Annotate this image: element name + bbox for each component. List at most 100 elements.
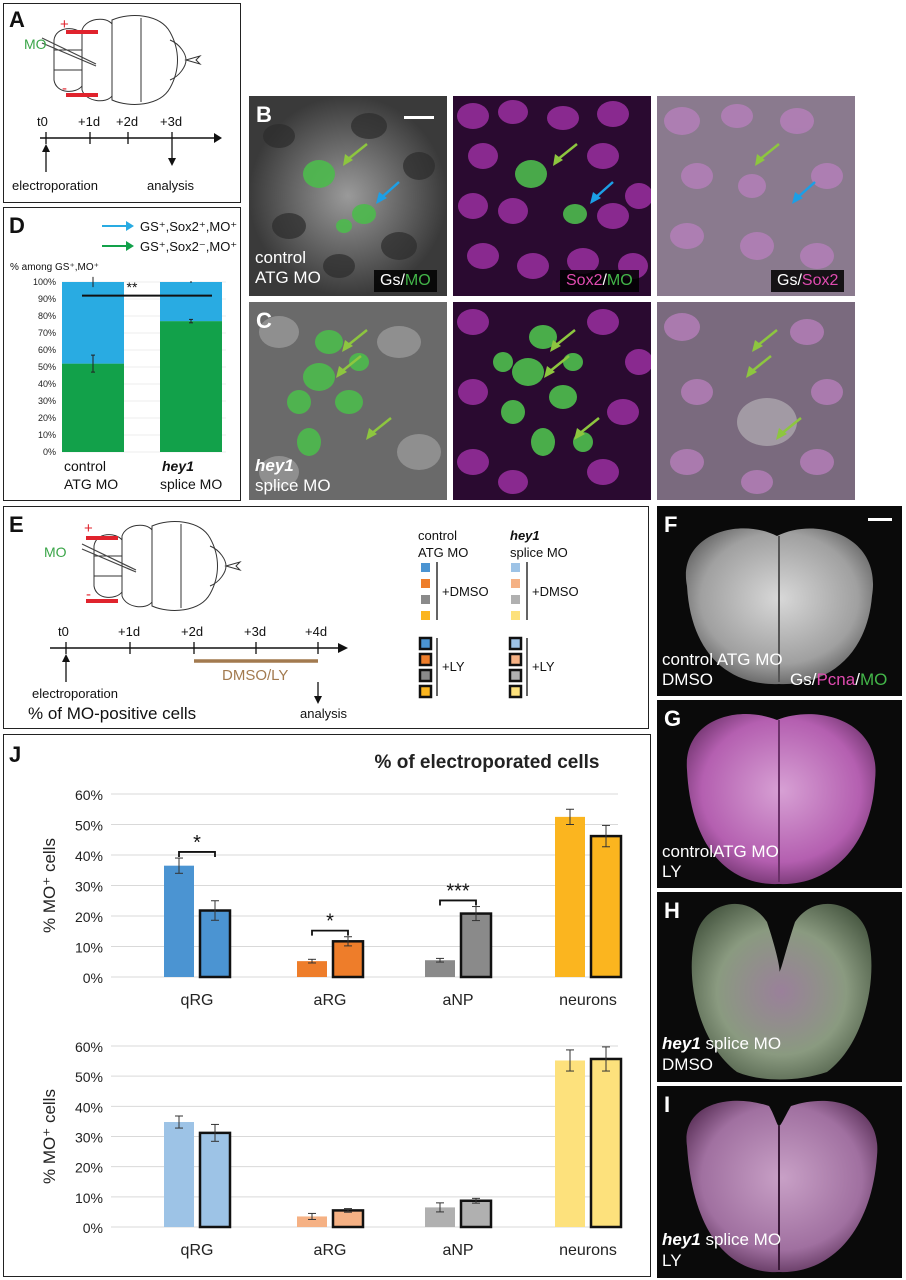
brain-schematic-a	[41, 15, 202, 105]
channel-b3: Gs/Sox2	[771, 270, 845, 292]
chan-sox2: Sox2	[801, 272, 839, 289]
category-label-j-top: neurons	[559, 992, 617, 1009]
brain-schematic-e	[81, 521, 242, 611]
timeline-e-3d: +3d	[244, 624, 267, 639]
y-tick-label-j-top: 0%	[83, 970, 103, 986]
bar-d-sox2neg	[160, 321, 222, 452]
bar-j-ly-bottom	[459, 1199, 493, 1229]
bar-j-dmso-top	[555, 816, 585, 977]
panel-e	[3, 506, 649, 729]
micrograph-c3	[657, 302, 855, 500]
y-tick-label-j-bottom: 20%	[75, 1160, 103, 1176]
mo-label-a: MO	[24, 36, 47, 52]
legend-e-ctrl-1: control	[418, 528, 458, 543]
scale-bar-b	[404, 116, 434, 119]
chan-mo: MO	[859, 670, 888, 689]
bar-d-sox2neg	[62, 363, 124, 452]
wholemount-i	[657, 1086, 902, 1278]
y-tick-label-d: 80%	[38, 311, 56, 321]
chan-mo: MO	[404, 272, 431, 289]
y-tick-label-d: 100%	[33, 277, 56, 287]
timeline-a-t0: t0	[37, 114, 48, 129]
electroporation-a: electroporation	[12, 178, 98, 193]
chan-gs: Gs	[777, 272, 798, 289]
chart-d: 100% 90% 80% 70% 60% 50% 40% 30% 20% 10% 0% **	[33, 276, 226, 457]
legend-e-hey1-dmso: +DMSO	[532, 584, 579, 599]
analysis-a: analysis	[147, 178, 194, 193]
y-tick-label-j-bottom: 30%	[75, 1130, 103, 1146]
bar-j-dmso-bottom	[297, 1216, 327, 1227]
y-tick-label-j-top: 50%	[75, 818, 103, 834]
panel-label-j: J	[9, 742, 22, 767]
timeline-e	[50, 642, 348, 704]
timeline-a-2d: +2d	[116, 114, 139, 129]
panel-label-c: C	[256, 308, 272, 333]
wm-h-mo: splice MO	[700, 1034, 782, 1053]
bar-j-dmso-bottom	[555, 1060, 585, 1227]
wm-h-1: hey1 splice MO	[662, 1034, 781, 1054]
y-tick-label-d: 0%	[43, 447, 56, 457]
category-label-j-bottom: aRG	[314, 1242, 347, 1259]
cat-d-hey1-2: splice MO	[160, 476, 223, 492]
timeline-a-1d: +1d	[78, 114, 101, 129]
condition-b-1: control	[255, 248, 307, 267]
category-label-j-top: qRG	[181, 992, 214, 1009]
y-tick-label-j-top: 40%	[75, 848, 103, 864]
sig-label-j-top: *	[326, 911, 334, 933]
channel-b1: Gs/MO	[374, 270, 437, 292]
timeline-a	[40, 132, 222, 172]
panel-label-g: G	[664, 706, 682, 731]
micrograph-c2	[453, 302, 651, 500]
y-tick-label-j-top: 10%	[75, 940, 103, 956]
bar-j-ly-top	[198, 909, 232, 979]
legend-d-0: GS⁺,Sox2⁺,MO⁺	[140, 219, 238, 234]
bar-j-ly-top	[459, 912, 493, 979]
y-tick-label-d: 90%	[38, 294, 56, 304]
panel-label-a: A	[9, 7, 25, 32]
plus-e: +	[84, 520, 93, 537]
sig-label-d: **	[127, 279, 138, 295]
scale-bar-f	[868, 518, 892, 521]
condition-c-1: hey1	[255, 456, 294, 475]
bar-j-ly-bottom	[331, 1209, 365, 1229]
bar-j-ly-bottom	[198, 1131, 232, 1229]
chan-slash: /	[811, 670, 817, 689]
micrograph-b3	[657, 96, 855, 296]
ylabel-d: % among GS⁺,MO⁺	[10, 262, 99, 273]
y-tick-label-d: 70%	[38, 328, 56, 338]
category-label-j-top: aRG	[314, 992, 347, 1009]
condition-c-2: splice MO	[255, 476, 331, 495]
y-tick-label-d: 30%	[38, 396, 56, 406]
sig-label-j-top: *	[193, 832, 201, 854]
panel-label-f: F	[664, 512, 678, 537]
bar-j-ly-top	[331, 940, 365, 979]
wm-i-1: hey1 splice MO	[662, 1230, 781, 1250]
chart-j-title: % of electroporated cells	[375, 752, 600, 773]
wm-g-2: LY	[662, 862, 682, 881]
sig-bracket-j-top	[439, 899, 477, 906]
category-label-j-bottom: aNP	[442, 1242, 473, 1259]
wm-i-mo: splice MO	[700, 1230, 782, 1249]
timeline-e-4d: +4d	[305, 624, 328, 639]
bar-j-ly-top	[589, 834, 623, 979]
legend-e-hey1-ly: +LY	[532, 659, 555, 674]
y-tick-label-j-bottom: 10%	[75, 1190, 103, 1206]
timeline-e-2d: +2d	[181, 624, 204, 639]
wm-f-channels: Gs/Pcna/MO	[790, 670, 887, 690]
y-tick-label-j-bottom: 0%	[83, 1220, 103, 1236]
bar-j-dmso-bottom	[425, 1207, 455, 1227]
y-tick-label-d: 40%	[38, 379, 56, 389]
bar-j-dmso-top	[164, 865, 194, 977]
bar-j-dmso-top	[297, 961, 327, 977]
timeline-e-t0: t0	[58, 624, 69, 639]
chan-slash: /	[400, 272, 405, 289]
y-tick-label-j-top: 30%	[75, 879, 103, 895]
y-tick-label-d: 60%	[38, 345, 56, 355]
y-tick-label-j-bottom: 50%	[75, 1069, 103, 1085]
wm-i-2: LY	[662, 1251, 682, 1270]
panel-label-i: I	[664, 1092, 671, 1117]
category-label-j-top: aNP	[442, 992, 473, 1009]
y-tick-label-d: 10%	[38, 430, 56, 440]
timeline-a-3d: +3d	[160, 114, 183, 129]
chan-slash: /	[602, 272, 607, 289]
